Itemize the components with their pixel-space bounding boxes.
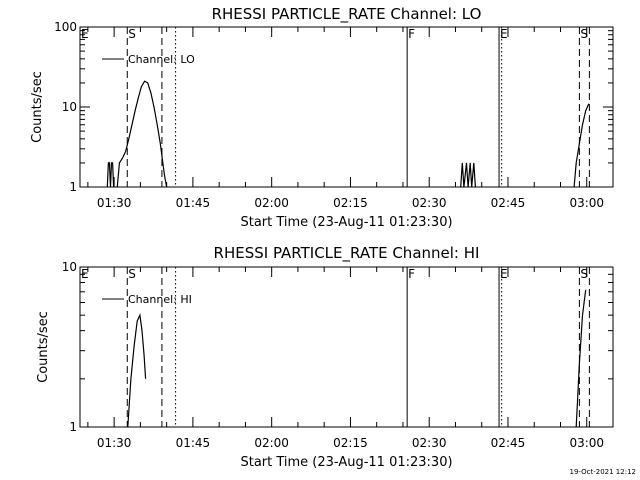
- event-marker-label: F: [408, 267, 415, 281]
- event-marker-label: E: [500, 267, 508, 281]
- y-tick-label: 1: [69, 180, 77, 194]
- event-marker-label: S: [128, 27, 136, 41]
- panel-lo: RHESSI PARTICLE_RATE Channel: LO Counts/s…: [30, 5, 614, 230]
- x-tick-label: 01:45: [176, 196, 211, 210]
- x-tick-label: 02:00: [254, 196, 289, 210]
- chart-title: RHESSI PARTICLE_RATE Channel: LO: [212, 5, 482, 24]
- y-tick-label: 10: [62, 100, 77, 114]
- event-marker-label: S: [128, 267, 136, 281]
- x-axis-label: Start Time (23-Aug-11 01:23:30): [240, 215, 452, 230]
- legend-label: Channel: HI: [128, 293, 192, 306]
- x-tick-label: 02:00: [254, 436, 289, 450]
- x-tick-label: 03:00: [569, 436, 604, 450]
- x-tick-label: 03:00: [569, 196, 604, 210]
- x-tick-label: 01:45: [176, 436, 211, 450]
- x-tick-label: 02:45: [491, 436, 526, 450]
- x-tick-label: 01:30: [97, 436, 132, 450]
- legend-label: Channel: LO: [128, 53, 195, 66]
- y-axis-label: Counts/sec: [30, 71, 45, 143]
- x-axis-label: Start Time (23-Aug-11 01:23:30): [240, 455, 452, 470]
- series-line: [575, 289, 587, 428]
- series-line: [573, 103, 590, 188]
- series-line: [460, 162, 476, 188]
- x-tick-label: 01:30: [97, 196, 132, 210]
- footer-timestamp: 19-Oct-2021 12:12: [570, 468, 636, 476]
- plot-frame: [79, 266, 614, 428]
- chart-title: RHESSI PARTICLE_RATE Channel: HI: [214, 244, 480, 263]
- plot-frame: [79, 26, 614, 188]
- x-tick-label: 02:15: [333, 436, 368, 450]
- series-line: [106, 162, 115, 188]
- panel-hi: RHESSI PARTICLE_RATE Channel: HI Counts/s…: [36, 244, 614, 470]
- event-marker-label: S: [580, 267, 588, 281]
- series-line: [127, 313, 147, 428]
- y-tick-label: 10: [62, 260, 77, 274]
- event-marker-label: F: [408, 27, 415, 41]
- event-marker-label: S: [580, 27, 588, 41]
- x-tick-label: 02:30: [412, 196, 447, 210]
- event-marker-label: E: [500, 27, 508, 41]
- y-tick-label: 100: [54, 20, 77, 34]
- event-marker-label: E: [81, 267, 89, 281]
- series-line: [116, 80, 168, 188]
- y-tick-label: 1: [69, 420, 77, 434]
- event-marker-label: E: [81, 27, 89, 41]
- y-axis-label: Counts/sec: [36, 311, 51, 383]
- x-tick-label: 02:45: [491, 196, 526, 210]
- x-tick-label: 02:30: [412, 436, 447, 450]
- x-tick-label: 02:15: [333, 196, 368, 210]
